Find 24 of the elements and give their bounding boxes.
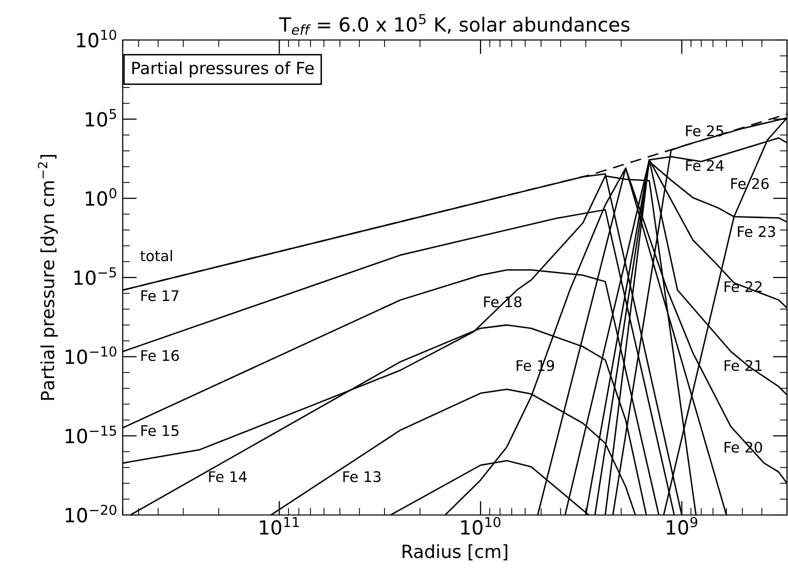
annotation: Fe 26 (731, 178, 769, 190)
y-tick-label: 10$^{−20}$ (66, 504, 116, 523)
annotation: total (140, 250, 172, 262)
x-tick-label: 10$^{11}$ (260, 517, 299, 535)
annotation: Fe 17 (141, 290, 178, 302)
y-tick-label: 10$^{−5}$ (74, 267, 116, 286)
y-tick-label: 10$^{5}$ (86, 109, 116, 127)
annotation: Fe 13 (343, 471, 380, 482)
annotation: Fe 18 (484, 296, 522, 308)
y-tick-label: 10$^{0}$ (86, 188, 116, 206)
y-tick-label: 10$^{−10}$ (66, 346, 116, 364)
chart-title: T$_{eff}$ = 6.0 x 10$^{5}$ K, solar abundances (279, 14, 630, 35)
annotation: Fe 16 (141, 350, 179, 362)
x-tick-label: 10$^{10}$ (461, 516, 500, 535)
annotation: Fe 24 (686, 160, 724, 172)
y-tick-label: 10$^{10}$ (77, 30, 116, 48)
y-axis-title: Partial pressure [dyn cm$^{−2}$] (38, 155, 58, 400)
annotation: Fe 23 (738, 226, 776, 238)
annotation: Fe 14 (209, 471, 247, 482)
annotation: Fe 15 (141, 425, 178, 436)
x-axis-title: Radius [cm] (402, 544, 508, 560)
y-tick-label: 10$^{−15}$ (66, 426, 116, 444)
annotation: Partial pressures of Fe (132, 61, 314, 78)
x-tick-label: 10$^{9}$ (666, 516, 698, 535)
